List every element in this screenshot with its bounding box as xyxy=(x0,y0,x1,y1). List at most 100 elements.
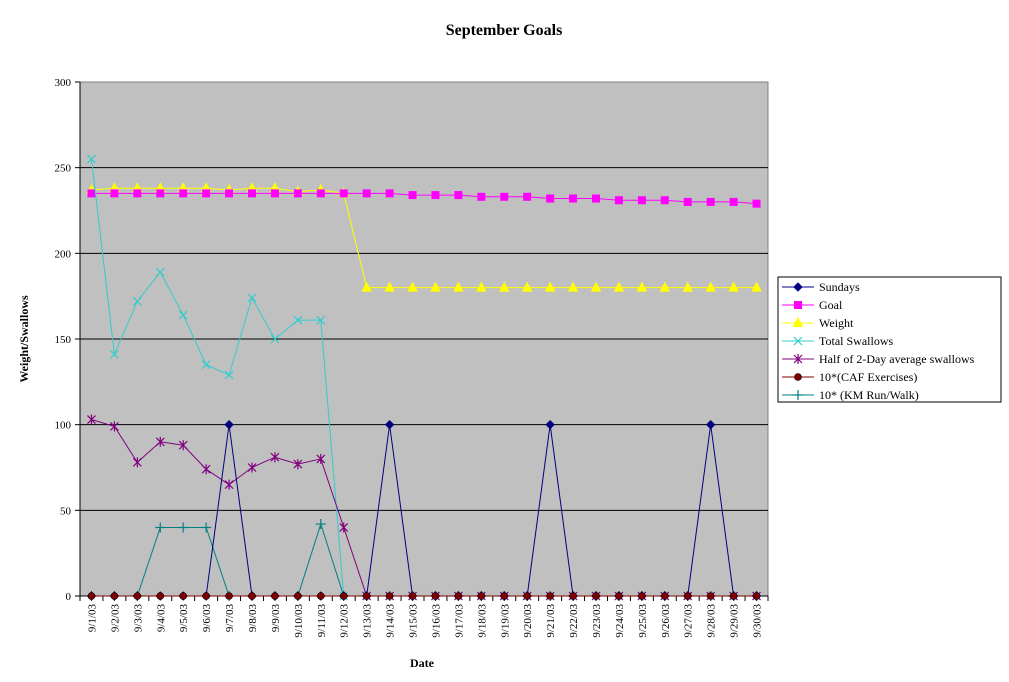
data-point xyxy=(248,189,256,198)
data-point xyxy=(270,334,280,344)
data-point xyxy=(110,189,119,198)
x-tick-label: 9/4/03 xyxy=(155,604,167,633)
data-point xyxy=(453,281,464,292)
legend-label: Goal xyxy=(819,298,843,312)
x-tick-label: 9/8/03 xyxy=(247,604,259,633)
x-tick-label: 9/25/03 xyxy=(637,604,649,638)
data-point xyxy=(155,522,166,533)
legend-item-10-caf-exercises: 10*(CAF Exercises) xyxy=(782,370,917,384)
data-point xyxy=(362,189,371,198)
data-point xyxy=(567,281,579,292)
data-point xyxy=(156,189,165,198)
x-tick-label: 9/29/03 xyxy=(729,604,741,638)
y-tick-label: 50 xyxy=(60,505,72,517)
data-point xyxy=(615,592,623,600)
data-point xyxy=(316,189,325,198)
y-tick-label: 100 xyxy=(55,420,72,432)
x-tick-label: 9/27/03 xyxy=(683,604,695,638)
x-tick-label: 9/14/03 xyxy=(385,604,397,638)
legend-item-10-km-run-walk: 10* (KM Run/Walk) xyxy=(782,388,919,402)
data-point xyxy=(293,189,302,198)
y-axis-title: Weight/Swallows xyxy=(17,295,31,383)
data-point xyxy=(500,192,509,201)
series-goal xyxy=(87,189,761,208)
x-tick-label: 9/12/03 xyxy=(339,604,351,638)
y-tick-label: 200 xyxy=(55,248,72,260)
x-axis-ticks: 9/1/03 9/2/03 9/3/03 9/4/03 9/5/03 9/6/03 9/7/… xyxy=(79,596,769,638)
x-tick-label: 9/19/03 xyxy=(499,604,511,638)
data-point xyxy=(430,281,441,292)
data-point xyxy=(110,592,119,600)
data-point xyxy=(271,592,279,600)
data-point xyxy=(247,293,257,303)
data-point xyxy=(87,154,96,164)
data-point xyxy=(202,592,210,600)
data-point xyxy=(201,360,211,370)
data-point xyxy=(132,457,142,468)
data-point xyxy=(247,462,257,473)
y-tick-label: 150 xyxy=(55,334,72,346)
data-point xyxy=(660,592,669,600)
data-point xyxy=(316,453,326,464)
data-point xyxy=(179,189,188,198)
chart-title: September Goals xyxy=(446,22,563,39)
legend-label: Sundays xyxy=(819,280,860,294)
data-point xyxy=(384,281,395,292)
legend-marker xyxy=(794,301,802,309)
legend-marker xyxy=(792,316,804,327)
data-point xyxy=(156,592,165,600)
data-point xyxy=(224,370,234,380)
data-point xyxy=(179,592,187,600)
data-point xyxy=(385,592,394,600)
data-point xyxy=(729,592,738,600)
data-point xyxy=(613,281,625,292)
data-point xyxy=(385,189,394,198)
data-point xyxy=(546,194,555,203)
data-point xyxy=(294,592,302,600)
y-tick-label: 250 xyxy=(55,163,72,175)
data-point xyxy=(569,592,577,600)
data-point xyxy=(248,592,256,600)
x-tick-label: 9/13/03 xyxy=(362,604,374,638)
data-point xyxy=(523,592,532,600)
legend-label: Half of 2-Day average swallows xyxy=(819,352,975,366)
data-point xyxy=(132,296,142,306)
x-tick-label: 9/22/03 xyxy=(568,604,580,638)
legend-item-goal: Goal xyxy=(782,298,843,312)
x-tick-label: 9/23/03 xyxy=(591,604,603,638)
legend-item-weight: Weight xyxy=(782,316,854,330)
x-axis-title: Date xyxy=(410,656,435,670)
data-point xyxy=(178,440,188,451)
data-point xyxy=(729,197,738,206)
data-point xyxy=(637,196,646,205)
legend-marker xyxy=(793,282,803,292)
data-point xyxy=(454,191,463,200)
x-tick-label: 9/1/03 xyxy=(86,604,98,633)
data-point xyxy=(339,592,348,600)
data-point xyxy=(201,522,212,533)
x-tick-label: 9/7/03 xyxy=(224,604,236,633)
data-point xyxy=(178,310,188,320)
data-point xyxy=(431,592,440,600)
data-point xyxy=(569,194,578,203)
legend-label: Weight xyxy=(819,316,854,330)
data-point xyxy=(87,592,96,600)
data-point xyxy=(315,519,326,530)
data-point xyxy=(225,592,233,600)
data-point xyxy=(155,267,165,277)
x-tick-label: 9/6/03 xyxy=(201,604,213,633)
legend-label: Total Swallows xyxy=(819,334,893,348)
x-tick-label: 9/20/03 xyxy=(522,604,534,638)
data-point xyxy=(523,192,532,201)
x-tick-label: 9/10/03 xyxy=(293,604,305,638)
data-point xyxy=(706,592,715,600)
data-point xyxy=(500,592,509,600)
data-point xyxy=(752,199,761,208)
data-point xyxy=(408,592,417,600)
data-point xyxy=(201,464,211,475)
legend-marker xyxy=(793,336,803,346)
data-point xyxy=(87,414,96,425)
data-point xyxy=(225,189,234,198)
legend-marker xyxy=(793,390,803,400)
data-point xyxy=(361,281,372,292)
